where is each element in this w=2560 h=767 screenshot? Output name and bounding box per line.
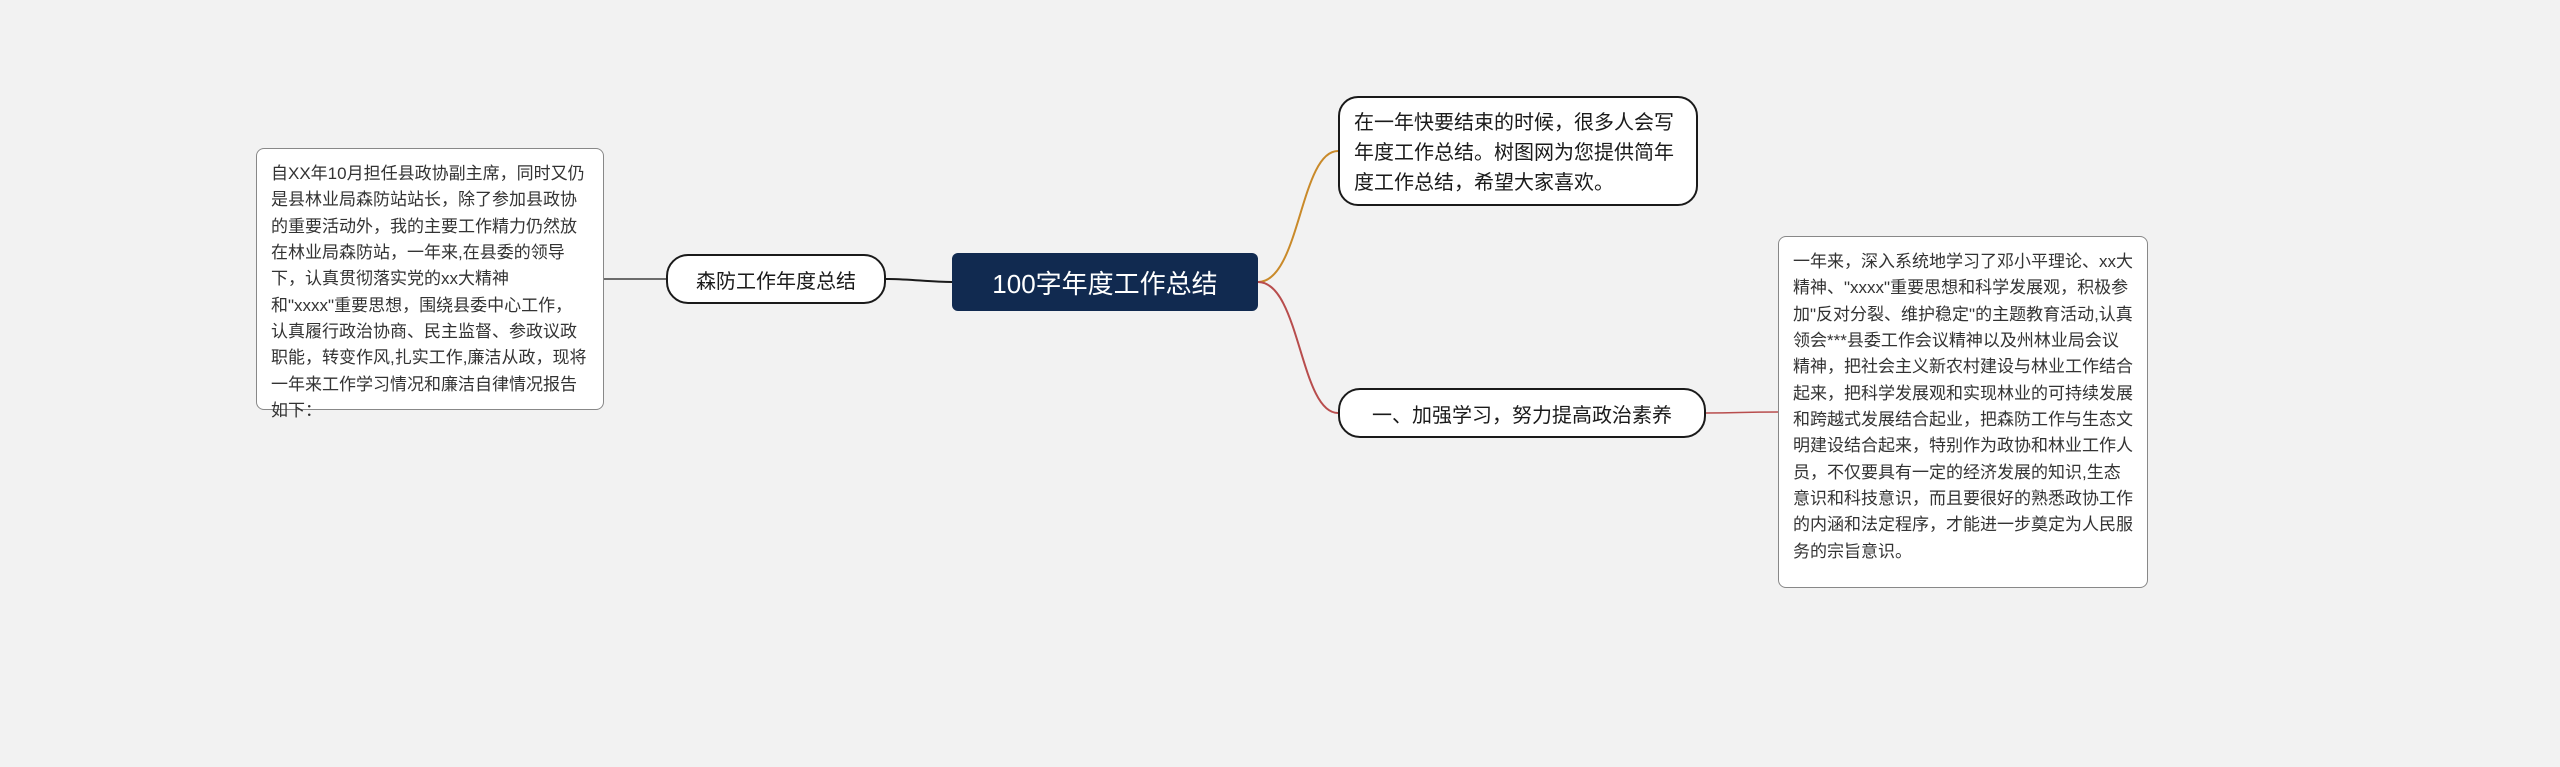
- edge-root-right-top: [1258, 151, 1338, 282]
- branch-section-1[interactable]: 一、加强学习，努力提高政治素养: [1338, 388, 1706, 438]
- branch-forest-summary[interactable]: 森防工作年度总结: [666, 254, 886, 304]
- mindmap-root[interactable]: 100字年度工作总结: [952, 253, 1258, 311]
- leaf-section-1-detail: 一年来，深入系统地学习了邓小平理论、xx大精神、"xxxx"重要思想和科学发展观…: [1778, 236, 2148, 588]
- edge-section1-leaf: [1706, 412, 1778, 413]
- edge-root-right-bottom: [1258, 282, 1338, 413]
- leaf-intro: 在一年快要结束的时候，很多人会写年度工作总结。树图网为您提供简年度工作总结，希望…: [1338, 96, 1698, 206]
- edge-root-left: [886, 279, 952, 282]
- leaf-forest-detail: 自XX年10月担任县政协副主席，同时又仍是县林业局森防站站长，除了参加县政协的重…: [256, 148, 604, 410]
